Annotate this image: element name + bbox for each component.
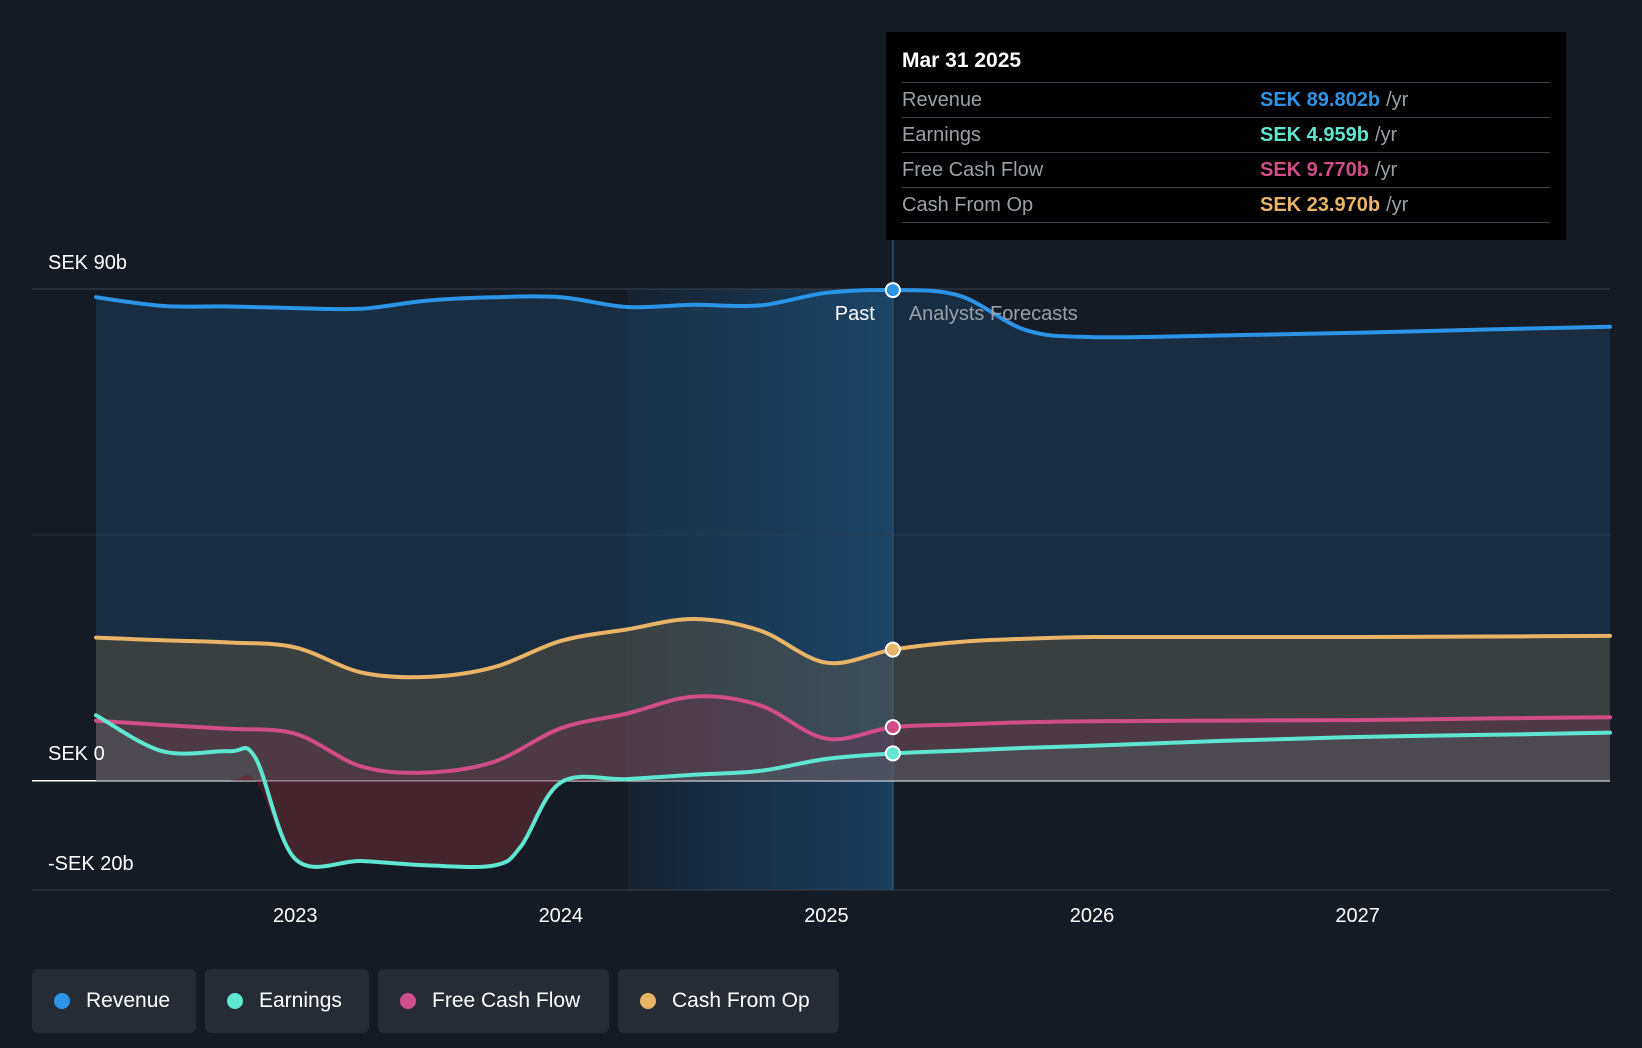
tooltip-unit: /yr (1386, 89, 1409, 111)
x-tick-label-2027: 2027 (1335, 905, 1380, 927)
revenue-marker (884, 282, 901, 299)
legend-item-free-cash-flow[interactable]: Free Cash Flow (378, 969, 609, 1033)
x-tick-label-2025: 2025 (804, 905, 849, 927)
tooltip-unit: /yr (1374, 124, 1398, 146)
revenue-dot-icon (54, 993, 70, 1009)
x-tick-label-2023: 2023 (273, 905, 318, 927)
earnings-line (94, 713, 1612, 869)
y-tick-label-0: SEK 0 (48, 743, 105, 765)
tooltip-value: SEK 4.959b (1260, 124, 1369, 146)
cash-from-op-dot-icon (640, 993, 656, 1009)
tooltip-row-free-cash-flow: Free Cash Flow SEK 9.770b /yr (902, 153, 1550, 188)
revenue-line (94, 287, 1612, 340)
x-tick-label-2024: 2024 (539, 905, 584, 927)
legend-item-cash-from-op[interactable]: Cash From Op (618, 969, 839, 1033)
tooltip-value: SEK 89.802b (1260, 89, 1381, 111)
tooltip-row-cash-from-op: Cash From Op SEK 23.970b /yr (902, 188, 1550, 223)
legend-label: Revenue (86, 989, 171, 1012)
y-tick-label-minus-20: -SEK 20b (48, 853, 134, 875)
y-tick-label-90: SEK 90b (48, 252, 127, 274)
tooltip-row-earnings: Earnings SEK 4.959b /yr (902, 118, 1550, 153)
past-highlight-band (627, 289, 893, 890)
tooltip-row-revenue: Revenue SEK 89.802b /yr (902, 83, 1550, 118)
cash-from-op-marker (884, 641, 901, 658)
legend-label: Free Cash Flow (432, 989, 581, 1012)
tooltip-value: SEK 9.770b (1260, 159, 1369, 181)
free-cash-flow-dot-icon (400, 993, 416, 1009)
tooltip-label: Earnings (902, 124, 981, 146)
x-tick-label-2026: 2026 (1070, 905, 1115, 927)
tooltip: Mar 31 2025 Revenue SEK 89.802b /yr Earn… (886, 32, 1566, 240)
revenue-area (96, 289, 1610, 781)
legend-label: Cash From Op (672, 989, 810, 1012)
earnings-marker (884, 745, 901, 762)
tooltip-label: Free Cash Flow (902, 159, 1044, 181)
tooltip-date: Mar 31 2025 (902, 46, 1550, 83)
legend-item-revenue[interactable]: Revenue (32, 969, 196, 1033)
tooltip-unit: /yr (1386, 194, 1409, 216)
tooltip-value: SEK 23.970b (1260, 194, 1381, 216)
past-label: Past (835, 303, 875, 325)
earnings-dot-icon (227, 993, 243, 1009)
earnings-negative-area (96, 774, 1610, 867)
forecast-label: Analysts Forecasts (909, 303, 1078, 325)
tooltip-unit: /yr (1374, 159, 1398, 181)
cash-from-op-line (94, 616, 1612, 680)
legend: Revenue Earnings Free Cash Flow Cash Fro… (32, 969, 848, 1033)
legend-item-earnings[interactable]: Earnings (205, 969, 369, 1033)
legend-label: Earnings (259, 989, 342, 1012)
tooltip-label: Revenue (902, 89, 983, 111)
free-cash-flow-marker (884, 719, 901, 736)
free-cash-flow-line (94, 694, 1612, 775)
tooltip-label: Cash From Op (902, 194, 1034, 216)
